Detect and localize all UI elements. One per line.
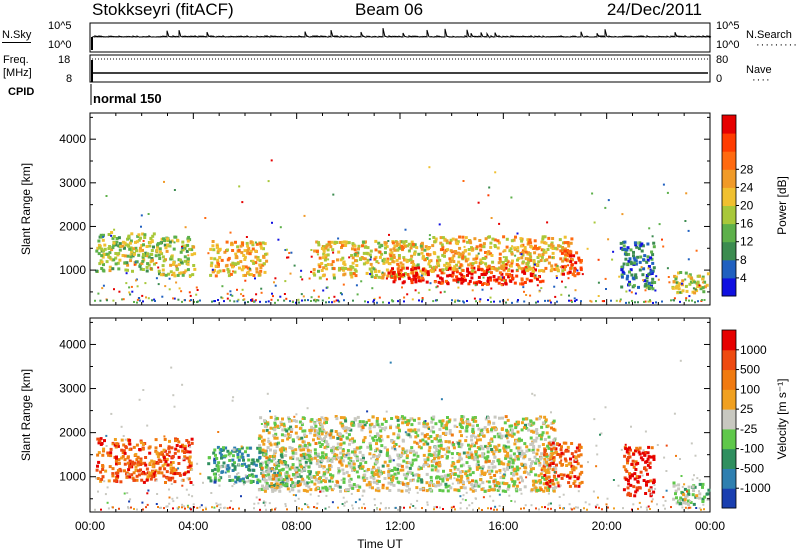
nsearch-dots: ········· (756, 39, 798, 51)
x-tick-label-2: 08:00 (282, 519, 312, 533)
beam-title: Beam 06 (355, 0, 424, 19)
freq-label: Freq. (3, 54, 29, 66)
x-tick-label-5: 20:00 (592, 519, 622, 533)
velocity-colorbar-tick-1: 500 (740, 363, 760, 377)
velocity-colorbar-tick-5: -100 (740, 442, 764, 456)
x-tick-label-3: 12:00 (385, 519, 415, 533)
velocity-region-4 (542, 441, 584, 488)
velocity-colorbar-cell-8 (722, 330, 736, 351)
velocity-colorbar-cell-0 (722, 488, 736, 509)
power-ytick-label-0: 1000 (59, 263, 86, 277)
power-ytick-label-2: 3000 (59, 176, 86, 190)
power-colorbar-tick-1: 8 (740, 253, 747, 267)
power-colorbar-label: Power [dB] (775, 176, 789, 235)
power-colorbar-cell-5 (722, 187, 736, 206)
velocity-heatmap (94, 359, 711, 511)
power-colorbar-tick-5: 24 (740, 180, 754, 194)
nsky-frame (89, 22, 711, 53)
velocity-colorbar-cell-1 (722, 468, 736, 489)
power-colorbar-cell-6 (722, 169, 736, 188)
cpid-label: CPID (8, 86, 35, 98)
power-colorbar-tick-3: 16 (740, 217, 754, 231)
power-ylabel: Slant Range [km] (19, 163, 33, 255)
power-colorbar-tick-2: 12 (740, 235, 754, 249)
freq-unit-label: [MHz] (3, 67, 32, 79)
velocity-colorbar-tick-7: -1000 (740, 481, 771, 495)
velocity-ytick-label-3: 4000 (59, 337, 86, 351)
power-region-0 (95, 231, 156, 273)
power-heatmap (94, 159, 710, 304)
power-colorbar-tick-6: 28 (740, 162, 754, 176)
power-colorbar-cell-0 (722, 277, 736, 297)
nsky-tick-bottom: 10^0 (48, 39, 72, 51)
nave-tick-top: 80 (716, 54, 728, 66)
velocity-region-0 (95, 437, 194, 484)
nsky-tick-top: 10^5 (48, 20, 72, 32)
velocity-colorbar-cell-3 (722, 428, 736, 450)
x-axis-label: Time UT (357, 537, 403, 551)
velocity-region-5 (622, 445, 656, 498)
velocity-region-1 (207, 445, 269, 485)
power-scatter (94, 159, 706, 304)
station-title: Stokkseyri (fitACF) (92, 0, 234, 19)
velocity-colorbar-cell-4 (722, 409, 736, 430)
power-colorbar-cell-3 (722, 223, 736, 243)
power-region-5 (426, 235, 574, 273)
velocity-colorbar-tick-3: 25 (740, 402, 754, 416)
nsearch-label: N.Search (746, 29, 792, 41)
x-tick-label-0: 00:00 (75, 519, 105, 533)
power-colorbar-cell-1 (722, 259, 736, 279)
velocity-ytick-label-0: 1000 (59, 470, 86, 484)
velocity-region-6 (672, 481, 711, 507)
velocity-colorbar-tick-6: -500 (740, 461, 764, 475)
nsky-right-tick-bottom: 10^0 (716, 39, 740, 51)
nsky-trace (92, 27, 712, 39)
cpid-text: normal 150 (93, 91, 162, 106)
velocity-colorbar-cell-6 (722, 369, 736, 390)
x-tick-label-6: 00:00 (695, 519, 725, 533)
power-colorbar-tick-0: 4 (740, 271, 747, 285)
power-colorbar-cell-8 (722, 133, 736, 152)
velocity-region-3 (257, 415, 558, 493)
velocity-colorbar-cell-7 (722, 349, 736, 371)
power-region-2 (209, 240, 269, 278)
velocity-ytick-label-1: 2000 (59, 426, 86, 440)
power-region-1 (154, 235, 197, 278)
power-ytick-label-1: 2000 (59, 219, 86, 233)
velocity-ytick-label-2: 3000 (59, 382, 86, 396)
freq-frame (89, 54, 711, 83)
colorbars: 4 8 12 16 20 24 28 Power [dB] 1000 500 100 25 -25 -10… (721, 114, 789, 509)
velocity-colorbar-tick-2: 100 (740, 382, 760, 396)
velocity-colorbar-cell-5 (722, 389, 736, 410)
velocity-ylabel: Slant Range [km] (19, 369, 33, 461)
velocity-scatter (94, 359, 705, 511)
nave-tick-bottom: 0 (716, 73, 722, 85)
velocity-colorbar-cell-2 (722, 448, 736, 469)
nave-dots: ···· (752, 74, 771, 86)
freq-tick-top: 18 (58, 54, 70, 66)
power-colorbar-cell-2 (722, 241, 736, 261)
freq-tick-bottom: 8 (66, 73, 72, 85)
date-title: 24/Dec/2011 (606, 0, 702, 19)
velocity-colorbar-tick-0: 1000 (740, 343, 767, 357)
power-colorbar-cell-9 (722, 115, 736, 134)
velocity-colorbar-tick-4: -25 (740, 422, 758, 436)
x-tick-label-4: 16:00 (488, 519, 518, 533)
power-ytick-label-3: 4000 (59, 132, 86, 146)
velocity-colorbar-label: Velocity [m s⁻¹] (775, 378, 789, 459)
power-colorbar-cell-4 (722, 205, 736, 225)
x-tick-label-1: 04:00 (178, 519, 208, 533)
axes: 1000 2000 3000 4000 Slant Range [km] 1000 2000… (19, 113, 725, 551)
power-colorbar-cell-7 (722, 151, 736, 170)
power-colorbar-tick-4: 20 (740, 199, 754, 213)
status-lines: 10^5 10^0 10^5 10^0 18 8 80 0 (48, 20, 740, 105)
power-region-6 (560, 249, 583, 278)
nave-label: Nave (746, 64, 772, 76)
velocity-colorbar-frame (721, 329, 737, 509)
nsky-label: N.Sky (2, 29, 32, 43)
power-region-7 (619, 240, 657, 291)
nsky-right-tick-top: 10^5 (716, 20, 740, 32)
